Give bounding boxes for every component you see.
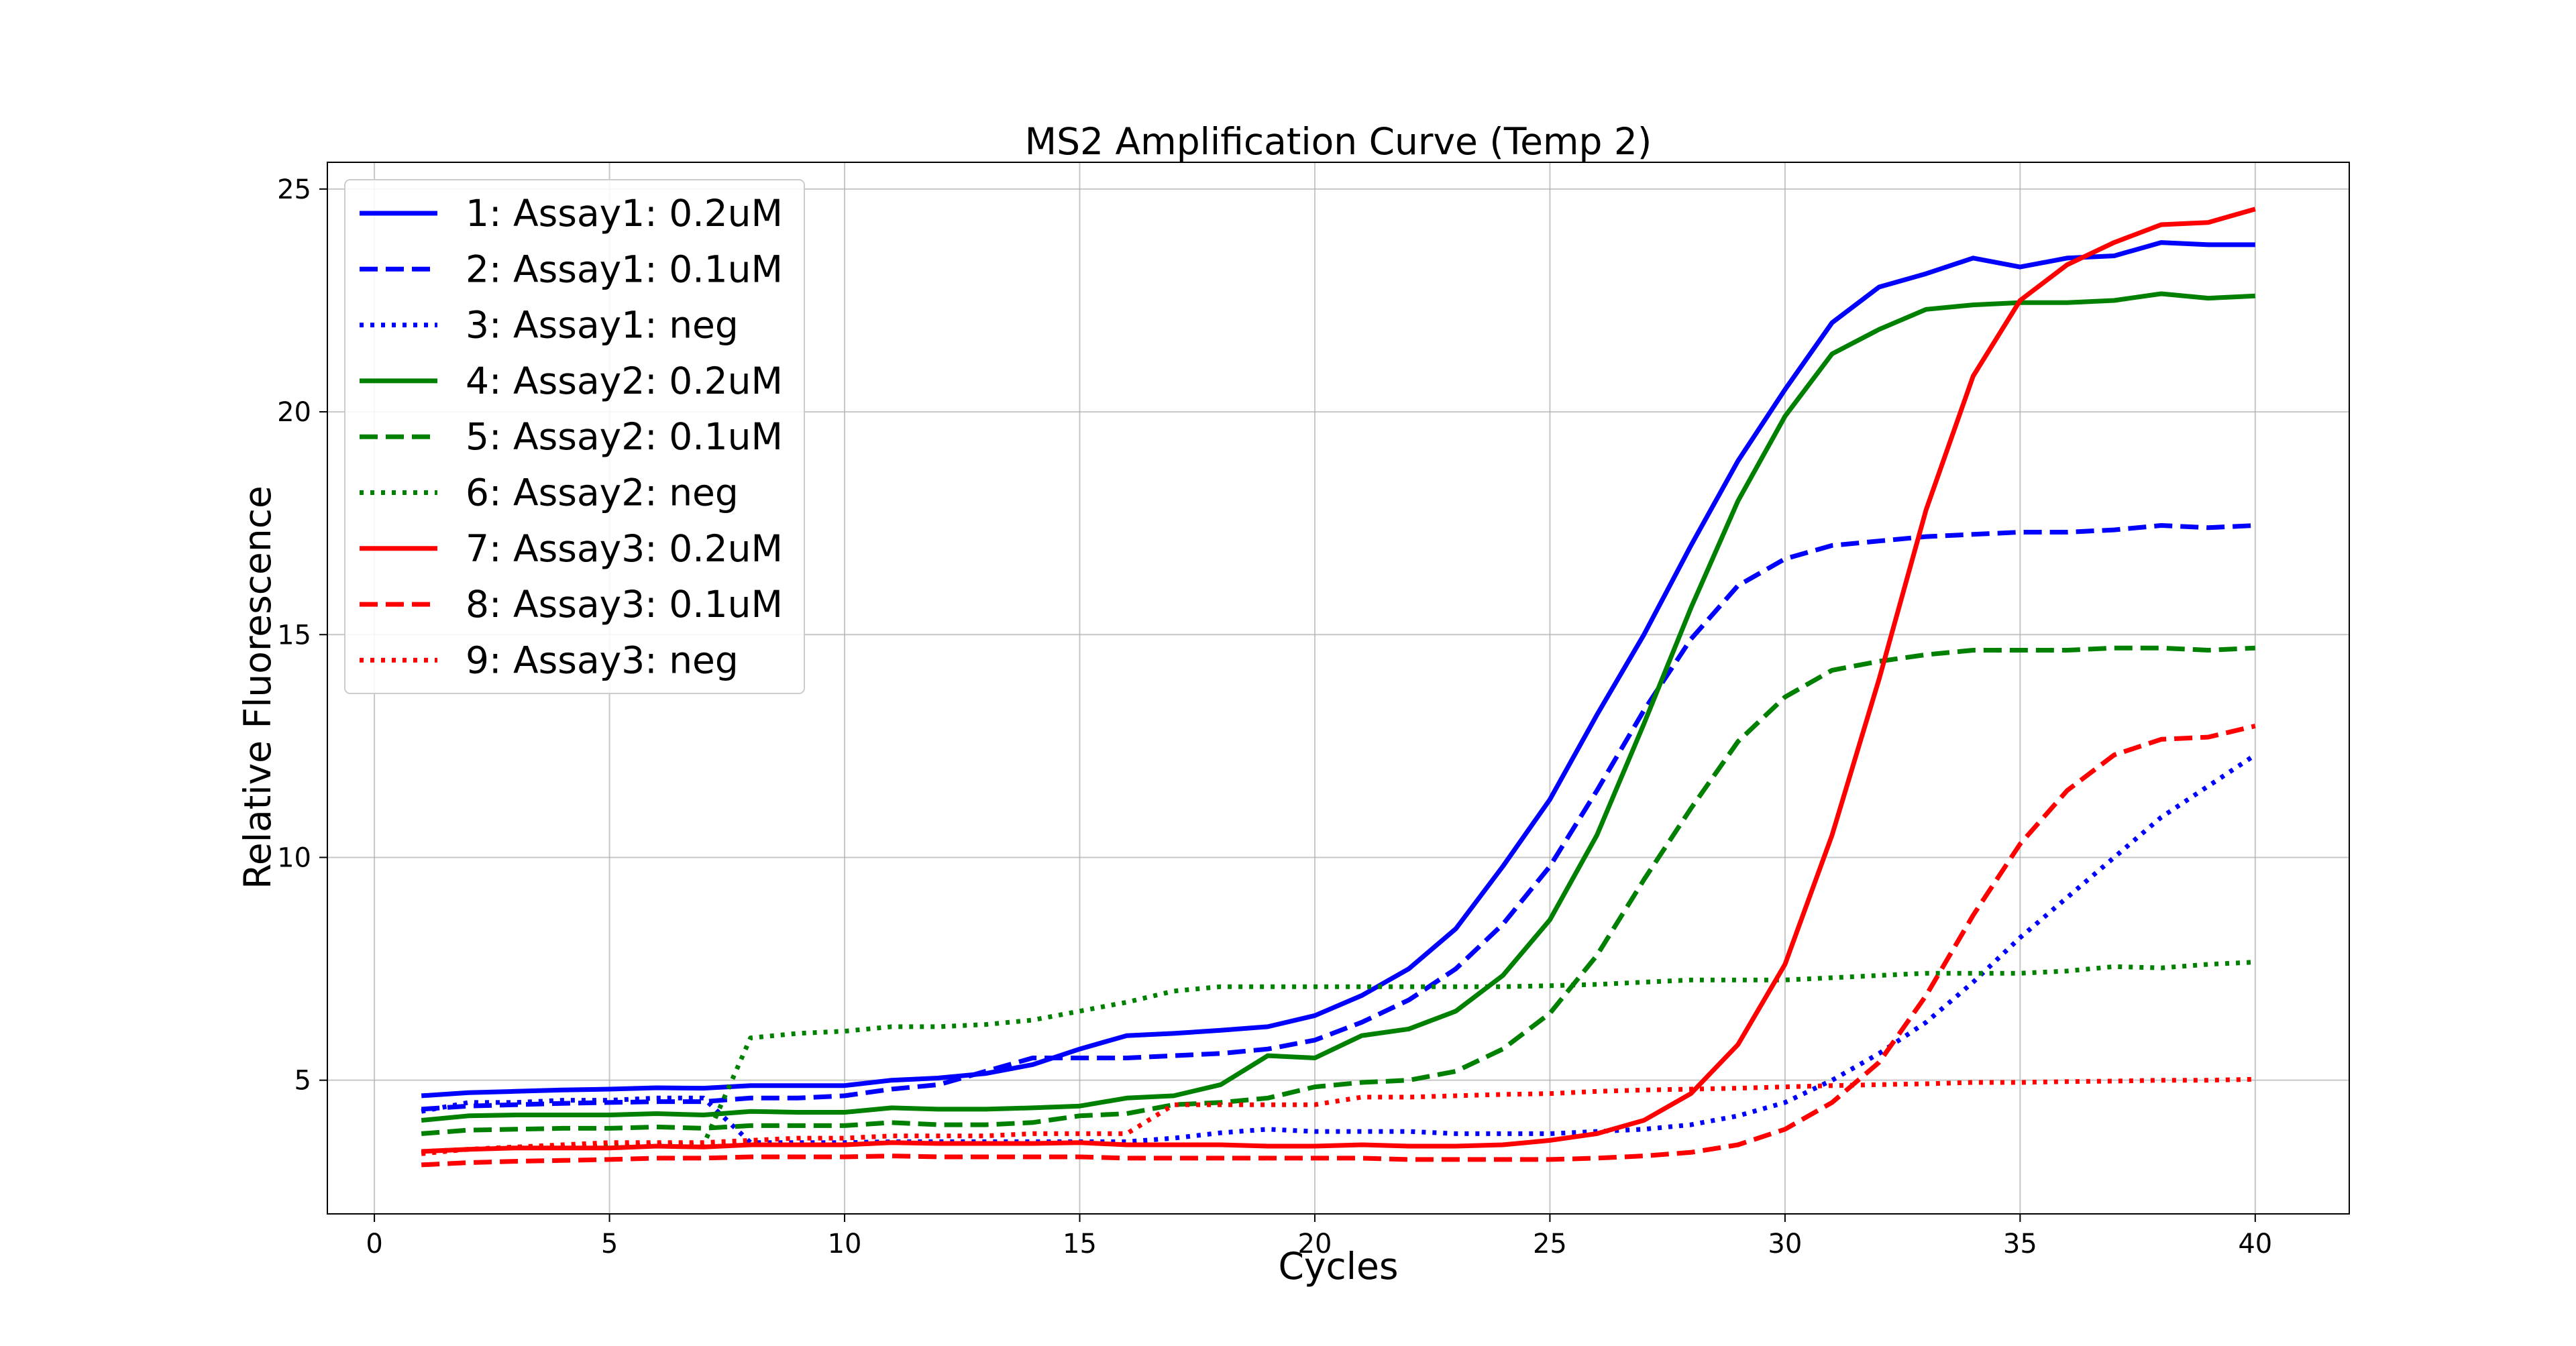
- series-layer: [421, 207, 2257, 1168]
- series-line-7: [421, 207, 2256, 1154]
- x-axis-label: Cycles: [1279, 1245, 1399, 1288]
- legend-box: [344, 179, 805, 694]
- series-line-6: [421, 960, 2255, 1154]
- legend-label: 9: Assay3: neg: [466, 638, 739, 681]
- y-tick-label: 25: [277, 174, 311, 205]
- ticks-layer: 0 5 10 15 20 25 30 35 40 5 10 15 20 25: [277, 174, 2272, 1259]
- legend-label: 7: Assay3: 0.2uM: [466, 527, 783, 570]
- legend-label: 1: Assay1: 0.2uM: [466, 192, 783, 235]
- series-line-4: [421, 291, 2255, 1123]
- x-tick-label: 35: [2003, 1229, 2037, 1259]
- x-tick-label: 0: [366, 1229, 382, 1259]
- x-tick-label: 20: [1298, 1229, 1332, 1259]
- y-tick-label: 15: [277, 620, 311, 651]
- chart-title: MS2 Amplification Curve (Temp 2): [1025, 120, 1652, 163]
- y-axis-label: Relative Fluorescence: [236, 486, 279, 889]
- x-tick-label: 15: [1063, 1229, 1097, 1259]
- legend-label: 5: Assay2: 0.1uM: [466, 415, 783, 458]
- series-line-9: [421, 1076, 2255, 1156]
- series-line-2: [421, 523, 2255, 1112]
- y-tick-label: 10: [277, 842, 311, 873]
- plot-frame: [327, 162, 2350, 1215]
- series-line-3: [421, 752, 2257, 1145]
- series-line-8: [421, 724, 2256, 1168]
- legend-label: 2: Assay1: 0.1uM: [466, 247, 783, 290]
- legend: 1: Assay1: 0.2uM 2: Assay1: 0.1uM 3: Assay…: [344, 179, 805, 694]
- x-tick-label: 25: [1533, 1229, 1567, 1259]
- x-tick-label: 10: [828, 1229, 862, 1259]
- legend-label: 4: Assay2: 0.2uM: [466, 359, 783, 402]
- legend-label: 3: Assay1: neg: [466, 304, 739, 347]
- x-tick-label: 30: [1768, 1229, 1802, 1259]
- legend-label: 8: Assay3: 0.1uM: [466, 583, 783, 626]
- y-tick-label: 20: [277, 397, 311, 428]
- x-tick-label: 5: [601, 1229, 618, 1259]
- series-line-5: [421, 645, 2255, 1136]
- y-tick-label: 5: [294, 1066, 311, 1097]
- legend-label: 6: Assay2: neg: [466, 471, 739, 514]
- x-tick-label: 40: [2238, 1229, 2272, 1259]
